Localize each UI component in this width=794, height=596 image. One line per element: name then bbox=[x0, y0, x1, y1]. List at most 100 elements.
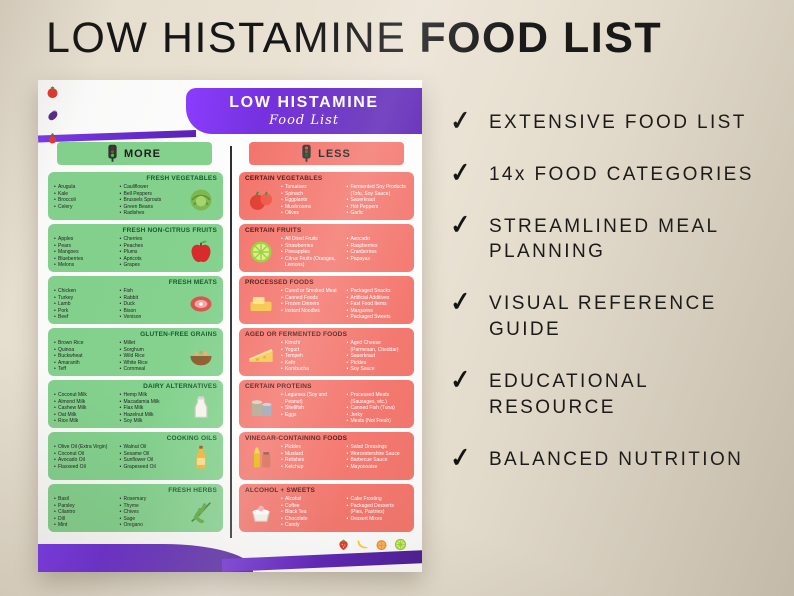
food-category-row: FRESH NON-CITRUS FRUITS ApplesPearsMango… bbox=[48, 224, 414, 272]
food-item: Papayas bbox=[347, 256, 409, 263]
food-item: Salad Dressings bbox=[347, 444, 409, 451]
food-item: Almond Milk bbox=[54, 399, 116, 406]
food-item: Sorghum bbox=[120, 347, 182, 354]
food-item: Oat Milk bbox=[54, 412, 116, 419]
fruit-decor bbox=[336, 537, 408, 557]
food-item: Beef bbox=[54, 314, 116, 321]
food-item: Eggs bbox=[281, 412, 343, 419]
more-category-block: GLUTEN-FREE GRAINS Brown RiceQuinoaBuckw… bbox=[48, 328, 223, 376]
more-column-header: MORE bbox=[56, 142, 212, 165]
food-item: Packaged Desserts (Pies, Pastries) bbox=[347, 503, 409, 516]
food-item: Mint bbox=[54, 522, 116, 529]
food-item: Dessert Mixes bbox=[347, 516, 409, 523]
food-items-column: Salad DressingsWorcestershire SauceBarbe… bbox=[347, 444, 409, 472]
food-item: Kale bbox=[54, 191, 116, 198]
food-item: Thyme bbox=[120, 503, 182, 510]
food-item: Shellfish bbox=[281, 405, 343, 412]
checkmark-icon: ✓ bbox=[449, 208, 472, 241]
food-items-column: Processed Meats (Sausages, etc.)Canned F… bbox=[347, 392, 409, 425]
food-item: Spinach bbox=[281, 191, 343, 198]
dessert-icon bbox=[245, 496, 277, 529]
food-item: Chicken bbox=[54, 288, 116, 295]
feature-label: EXTENSIVE FOOD LIST bbox=[488, 112, 747, 133]
food-item: Coconut Milk bbox=[54, 392, 116, 399]
food-item: Pickles bbox=[347, 360, 409, 367]
oil-icon bbox=[185, 444, 217, 472]
food-item: Relishes bbox=[281, 457, 343, 464]
less-category-block: AGED OR FERMENTED FOODS KimchiYogurtTemp… bbox=[239, 328, 414, 376]
food-item: Coffee bbox=[281, 503, 343, 510]
column-headers: MORE LESS bbox=[38, 142, 422, 165]
food-items-column: BasilParsleyCilantroDillMint bbox=[54, 496, 116, 529]
food-item: Bell Peppers bbox=[120, 191, 182, 198]
food-item: Celery bbox=[54, 204, 116, 211]
category-title: ALCOHOL + SWEETS bbox=[245, 487, 316, 494]
food-item: Avocado Oil bbox=[54, 457, 116, 464]
food-item: Apricots bbox=[120, 256, 182, 263]
food-item: Kefir bbox=[281, 360, 343, 367]
more-category-block: DAIRY ALTERNATIVES Coconut MilkAlmond Mi… bbox=[48, 380, 223, 428]
poster-title: LOW HISTAMINE bbox=[229, 94, 379, 111]
food-item: Coconut Oil bbox=[54, 451, 116, 458]
food-items-column: AvocadoRaspberriesCranberriesPapayas bbox=[347, 236, 409, 269]
category-title: FRESH HERBS bbox=[168, 487, 217, 494]
food-item: Cake Frosting bbox=[347, 496, 409, 503]
feature-item: ✓ VISUAL REFERENCE GUIDE bbox=[449, 286, 776, 343]
food-list-poster: LOW HISTAMINE Food List MORE LESS FRESH … bbox=[37, 80, 422, 572]
food-items-column: Olive Oil (Extra Virgin)Coconut OilAvoca… bbox=[54, 444, 116, 472]
food-items-column: TomatoesSpinachEggplantsMushroomsOlives bbox=[281, 184, 343, 217]
grains-icon bbox=[185, 340, 217, 373]
food-item: Packaged Snacks bbox=[347, 288, 409, 295]
food-item: Garlic bbox=[347, 210, 409, 217]
category-title: VINEGAR-CONTAINING FOODS bbox=[245, 435, 348, 442]
food-items-column: Cured or Smoked MeatCanned FoodsFrozen D… bbox=[281, 288, 343, 321]
traffic-light-red-icon bbox=[301, 144, 312, 163]
food-item: Grapes bbox=[120, 262, 182, 269]
category-title: FRESH NON-CITRUS FRUITS bbox=[122, 227, 217, 234]
category-title: FRESH VEGETABLES bbox=[146, 175, 217, 182]
more-category-block: FRESH NON-CITRUS FRUITS ApplesPearsMango… bbox=[48, 224, 223, 272]
meat-icon bbox=[185, 288, 217, 321]
category-title: CERTAIN PROTEINS bbox=[245, 383, 312, 390]
food-items-column: Walnut OilSesame OilSunflower OilGrapese… bbox=[120, 444, 182, 472]
food-item: Soy Sauce bbox=[347, 366, 409, 373]
butter-icon bbox=[245, 288, 277, 321]
food-item: Sunflower Oil bbox=[120, 457, 182, 464]
lime-icon bbox=[245, 236, 277, 269]
food-item: Walnut Oil bbox=[120, 444, 182, 451]
food-item: Packaged Sweets bbox=[347, 314, 409, 321]
food-item: Fish bbox=[120, 288, 182, 295]
feature-label: EDUCATIONAL RESOURCE bbox=[488, 370, 649, 418]
food-item: Aged Cheese (Parmesan, Cheddar) bbox=[347, 340, 409, 353]
less-category-block: PROCESSED FOODS Cured or Smoked MeatCann… bbox=[239, 276, 414, 324]
feature-item: ✓ 14x FOOD CATEGORIES bbox=[449, 156, 776, 189]
food-item: Wild Rice bbox=[120, 353, 182, 360]
category-title: FRESH MEATS bbox=[168, 279, 217, 286]
less-category-block: ALCOHOL + SWEETS AlcoholCoffeeBlack TeaC… bbox=[239, 484, 414, 532]
food-item: Plums bbox=[120, 249, 182, 256]
feature-item: ✓ STREAMLINED MEAL PLANNING bbox=[449, 208, 776, 266]
checkmark-icon: ✓ bbox=[449, 156, 472, 189]
food-item: Peaches bbox=[120, 243, 182, 250]
orange-icon bbox=[374, 537, 389, 557]
food-category-row: FRESH HERBS BasilParsleyCilantroDillMint… bbox=[48, 484, 414, 532]
food-item: Hot Peppers bbox=[347, 204, 409, 211]
food-item: Alcohol bbox=[281, 496, 343, 503]
food-category-row: COOKING OILS Olive Oil (Extra Virgin)Coc… bbox=[48, 432, 414, 480]
food-items-column: RosemaryThymeChivesSageOregano bbox=[120, 496, 182, 529]
page-title: LOW HISTAMINE FOOD LIST bbox=[46, 14, 662, 63]
food-item: Chocolate bbox=[281, 516, 343, 523]
category-title: PROCESSED FOODS bbox=[245, 279, 314, 286]
vegetable-decor bbox=[45, 85, 60, 151]
food-item: Rabbit bbox=[120, 295, 182, 302]
food-item: Buckwheat bbox=[54, 353, 116, 360]
cans-icon bbox=[245, 392, 277, 425]
food-item: Processed Meats (Sausages, etc.) bbox=[347, 392, 409, 405]
food-item: Grapeseed Oil bbox=[120, 464, 182, 471]
food-item: Sauerkraut bbox=[347, 353, 409, 360]
food-items-column: Brown RiceQuinoaBuckwheatAmaranthTeff bbox=[54, 340, 116, 373]
food-item: Green Beans bbox=[120, 204, 182, 211]
food-item: Jerky bbox=[347, 412, 409, 419]
food-item: Rice Milk bbox=[54, 418, 116, 425]
